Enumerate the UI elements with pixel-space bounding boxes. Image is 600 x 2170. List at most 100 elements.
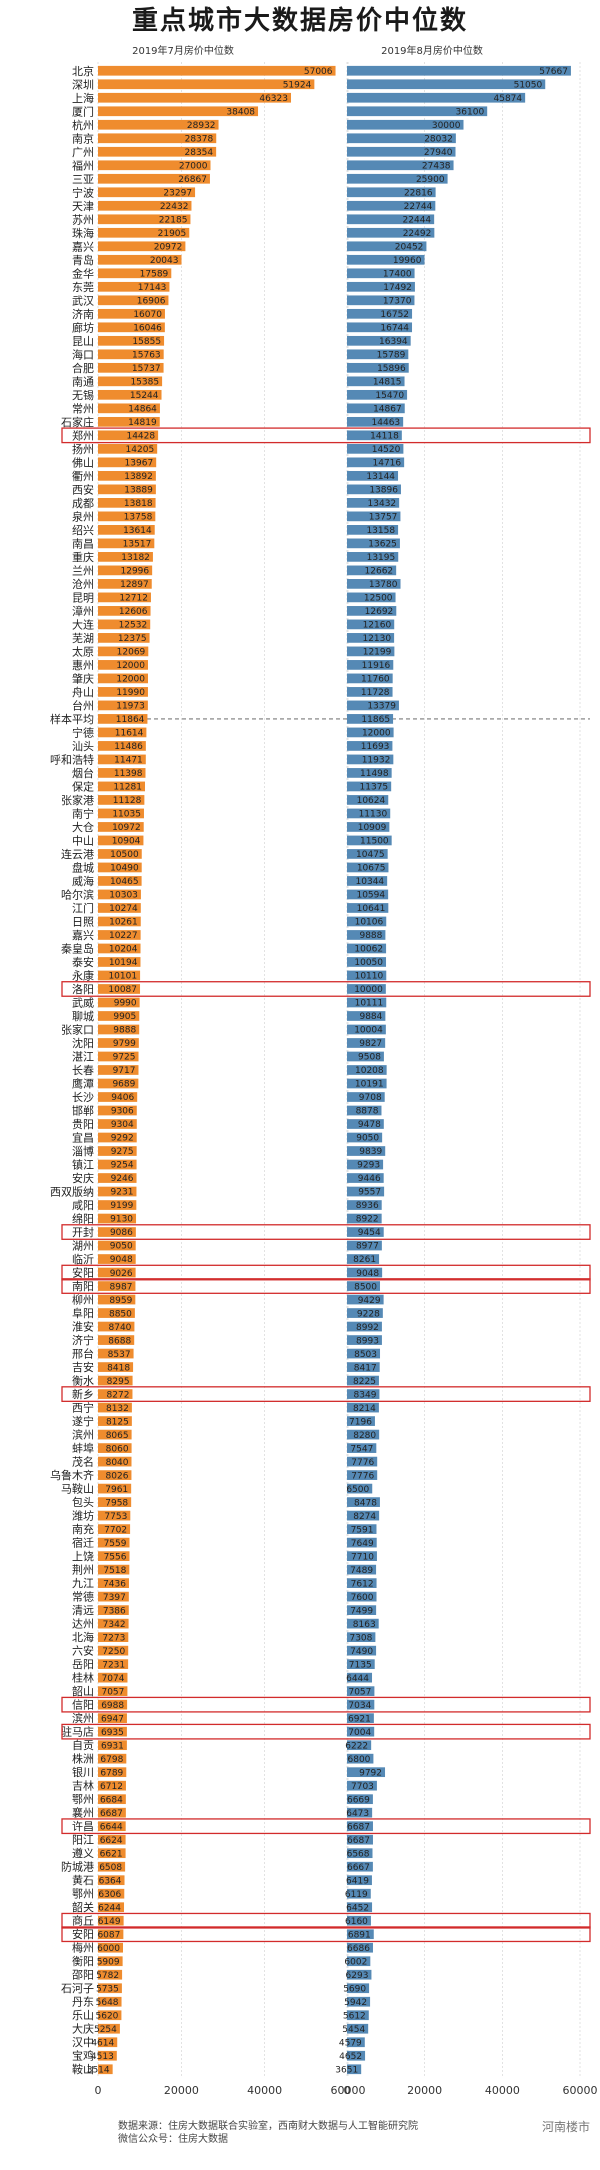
- city-label: 韶关: [72, 1900, 94, 1914]
- bar-jul: [98, 2050, 117, 2061]
- city-label: 肇庆: [72, 671, 94, 685]
- value-label-aug: 6686: [347, 1944, 370, 1954]
- value-label-jul: 21905: [158, 229, 187, 239]
- value-label-jul: 16906: [137, 297, 166, 307]
- city-label: 岳阳: [72, 1658, 94, 1671]
- bar-aug: [347, 741, 393, 751]
- bar-jul: [98, 1861, 126, 1872]
- bar-jul: [98, 592, 151, 603]
- value-label-jul: 7961: [105, 1485, 128, 1495]
- value-label-aug: 10909: [358, 823, 387, 833]
- x-tick-label: 60000: [331, 2084, 366, 2097]
- bar-aug: [347, 984, 386, 994]
- bar-aug: [347, 281, 415, 292]
- bar-jul: [98, 335, 165, 346]
- bar-aug: [347, 1780, 377, 1791]
- value-label-aug: 7499: [350, 1606, 373, 1616]
- bar-aug: [347, 1335, 382, 1345]
- city-label: 大仓: [72, 820, 94, 834]
- value-label-aug: 17492: [383, 283, 412, 293]
- bar-jul: [98, 1645, 129, 1656]
- value-label-aug: 9048: [356, 1269, 379, 1279]
- city-label: 成都: [72, 497, 94, 510]
- value-label-jul: 10274: [109, 904, 138, 914]
- city-label: 沈阳: [72, 1036, 94, 1050]
- bar-aug: [347, 2037, 365, 2048]
- bar-aug: [347, 1510, 380, 1521]
- bar-jul: [98, 281, 170, 292]
- value-label-jul: 6149: [98, 1917, 121, 1927]
- bar-aug: [347, 633, 395, 643]
- bar-jul: [98, 1753, 127, 1764]
- bar-aug: [347, 416, 404, 427]
- bar-aug: [347, 1834, 373, 1845]
- city-label: 海口: [72, 347, 94, 361]
- x-tick-label: 20000: [407, 2084, 442, 2097]
- city-label: 自贡: [72, 1739, 94, 1752]
- city-label: 中山: [72, 834, 94, 847]
- value-label-aug: 8417: [354, 1363, 377, 1373]
- value-label-aug: 9478: [358, 1120, 381, 1130]
- value-label-aug: 10475: [356, 850, 385, 860]
- value-label-aug: 8993: [356, 1336, 379, 1346]
- bar-jul: [98, 443, 158, 454]
- value-label-aug: 7591: [351, 1525, 374, 1535]
- bar-aug: [347, 1672, 373, 1683]
- bar-aug: [347, 1996, 371, 2007]
- value-label-aug: 10344: [356, 877, 385, 887]
- value-label-aug: 10594: [356, 891, 385, 901]
- value-label-aug: 13195: [367, 553, 396, 563]
- bar-jul: [98, 1564, 130, 1575]
- x-tick-label: 0: [344, 2084, 351, 2097]
- value-label-aug: 10208: [355, 1066, 384, 1076]
- city-label: 许昌: [72, 1820, 94, 1833]
- value-label-jul: 7386: [103, 1606, 126, 1616]
- value-label-jul: 6306: [98, 1890, 121, 1900]
- value-label-aug: 8936: [356, 1201, 379, 1211]
- value-label-aug: 8280: [353, 1431, 376, 1441]
- bar-aug: [347, 1645, 377, 1656]
- highlight-box: [61, 981, 591, 997]
- bar-jul: [98, 1875, 125, 1886]
- bar-jul: [98, 1767, 127, 1778]
- bar-aug: [347, 173, 448, 184]
- bar-jul: [98, 1038, 139, 1048]
- value-label-jul: 9246: [111, 1174, 134, 1184]
- value-label-aug: 10062: [354, 945, 383, 955]
- city-label: 阜阳: [72, 1307, 94, 1320]
- value-label-aug: 6500: [346, 1485, 369, 1495]
- value-label-aug: 6473: [346, 1809, 369, 1819]
- panel-subtitle: 2019年7月房价中位数: [132, 44, 234, 57]
- city-label: 宿迁: [72, 1536, 94, 1550]
- value-label-jul: 14864: [128, 405, 157, 415]
- city-label: 西安: [72, 482, 94, 496]
- city-label: 上海: [72, 91, 94, 105]
- city-label: 黄石: [72, 1873, 94, 1887]
- value-label-jul: 9905: [113, 1012, 136, 1022]
- city-label: 蚌埠: [72, 1441, 94, 1455]
- bar-aug: [347, 1740, 372, 1751]
- bar-aug: [347, 1618, 379, 1629]
- bar-aug: [347, 1551, 377, 1561]
- bar-aug: [347, 1956, 371, 1967]
- value-label-aug: 6687: [347, 1822, 370, 1832]
- city-label: 镇江: [72, 1158, 94, 1172]
- bar-jul: [98, 1362, 134, 1372]
- value-label-jul: 11973: [116, 702, 145, 712]
- city-label: 邯郸: [72, 1104, 94, 1118]
- bar-aug: [347, 876, 388, 886]
- bar-jul: [98, 79, 315, 90]
- value-label-aug: 12199: [363, 648, 392, 658]
- value-label-aug: 7612: [351, 1579, 374, 1589]
- value-label-aug: 13780: [369, 580, 398, 590]
- bar-jul: [98, 1375, 133, 1386]
- city-label: 商丘: [72, 1914, 94, 1928]
- value-label-jul: 12069: [117, 648, 146, 658]
- value-label-aug: 6891: [348, 1930, 371, 1940]
- value-label-aug: 11500: [360, 837, 389, 847]
- value-label-aug: 14118: [370, 432, 399, 442]
- bar-aug: [347, 349, 409, 360]
- value-label-aug: 9708: [359, 1093, 382, 1103]
- city-label: 昆明: [72, 591, 94, 604]
- bar-jul: [98, 822, 144, 832]
